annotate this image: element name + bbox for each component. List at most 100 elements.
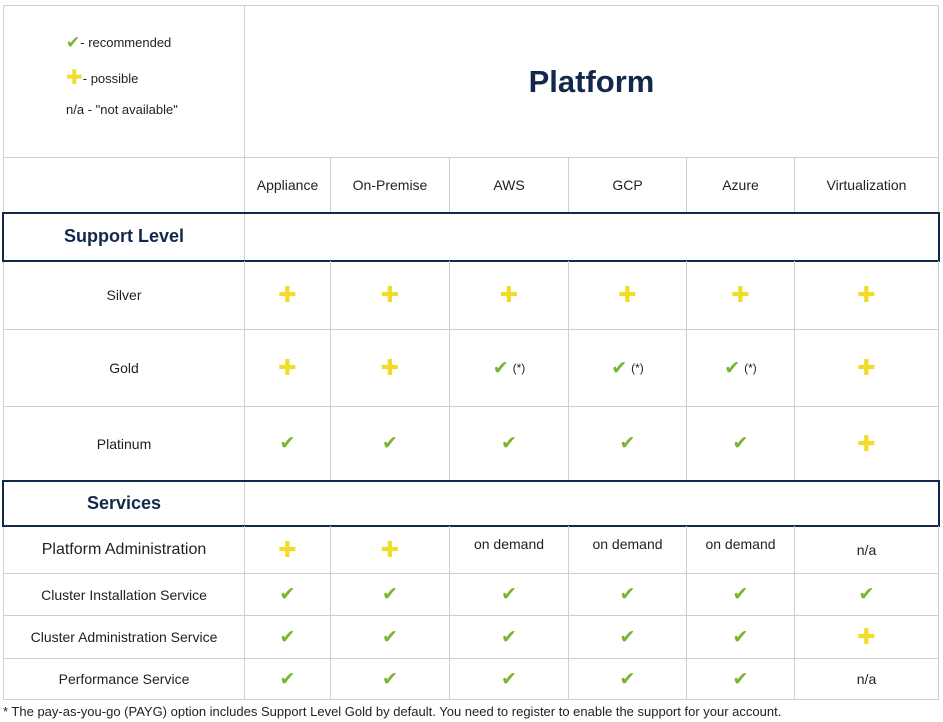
plus-icon: ✚ — [857, 430, 876, 456]
table-cell: ✔ — [569, 616, 687, 659]
table-cell: ✔ — [569, 407, 687, 481]
table-cell: ✔ — [331, 659, 450, 700]
table-cell: ✔ — [687, 574, 795, 616]
check-icon: ✔ — [501, 584, 517, 605]
table-cell: ✔ — [687, 659, 795, 700]
plus-icon: ✚ — [499, 282, 519, 307]
table-cell: ✔ (*) — [450, 330, 569, 407]
table-cell: on demand — [569, 526, 687, 574]
table-cell: ✚ — [331, 526, 450, 574]
table-cell: ✚ — [795, 261, 939, 330]
table-cell: n/a — [795, 526, 939, 574]
table-cell: ✔ — [331, 616, 450, 659]
check-icon: ✔ — [858, 584, 875, 605]
section-outline — [2, 480, 940, 527]
table-cell: ✚ — [331, 330, 450, 407]
table-cell: on demand — [687, 526, 795, 574]
plus-icon: ✚ — [380, 536, 400, 562]
table-cell: ✚ — [245, 261, 331, 330]
plus-icon: ✚ — [857, 355, 876, 380]
on-demand-text: on demand — [473, 536, 545, 552]
column-header-azure: Azure — [687, 158, 795, 213]
check-icon: ✔ — [279, 584, 296, 605]
row-label: Silver — [4, 261, 245, 330]
table-cell: ✔ — [331, 407, 450, 481]
row-label: Gold — [4, 330, 245, 407]
legend-item: ✚ - possible — [66, 68, 138, 88]
check-icon: ✔ — [619, 584, 636, 605]
footnote: * The pay-as-you-go (PAYG) option includ… — [3, 704, 782, 719]
table-cell: ✔ — [245, 407, 331, 481]
check-icon: ✔ — [279, 433, 296, 454]
legend-text: - recommended — [80, 35, 172, 50]
table-cell: ✔ — [569, 659, 687, 700]
asterisk-note: (*) — [744, 361, 757, 375]
check-icon: ✔ — [501, 626, 517, 648]
table-cell: n/a — [795, 659, 939, 700]
column-header-aws: AWS — [450, 158, 569, 213]
not-available-text: n/a — [856, 671, 877, 687]
table-cell: ✚ — [795, 330, 939, 407]
plus-icon: ✚ — [618, 282, 637, 307]
check-icon: ✔ — [611, 357, 628, 379]
section-outline — [2, 212, 940, 262]
check-icon: ✔ — [732, 668, 749, 690]
check-icon: ✔ — [382, 433, 398, 454]
section-label: Services — [86, 492, 162, 513]
check-icon: ✔ — [619, 668, 636, 690]
table-cell: ✚ — [245, 330, 331, 407]
asterisk-note: (*) — [512, 361, 526, 375]
table-cell: ✚ — [795, 616, 939, 659]
check-icon: ✔ — [501, 433, 517, 454]
check-icon: ✔ — [382, 626, 398, 648]
on-demand-text: on demand — [592, 536, 663, 552]
column-header-appliance: Appliance — [245, 158, 331, 213]
table-cell: ✚ — [795, 407, 939, 481]
check-icon: ✔ — [501, 668, 517, 690]
check-icon: ✔ — [724, 357, 741, 379]
check-icon: ✔ — [619, 626, 636, 648]
asterisk-note: (*) — [631, 361, 644, 375]
column-header-gcp: GCP — [569, 158, 687, 213]
table-cell: ✔ — [687, 407, 795, 481]
table-cell: on demand — [450, 526, 569, 574]
table-cell: ✚ — [245, 526, 331, 574]
table-cell: ✔ (*) — [687, 330, 795, 407]
table-cell: ✔ — [450, 574, 569, 616]
check-icon: ✔ — [66, 33, 81, 52]
table-cell: ✚ — [569, 261, 687, 330]
plus-icon: ✚ — [857, 624, 876, 649]
plus-icon: ✚ — [278, 282, 297, 307]
legend-item: n/a - "not available" — [66, 102, 178, 117]
row-label: Platform Administration — [4, 526, 245, 574]
legend-item: ✔ - recommended — [66, 34, 171, 51]
row-label: Performance Service — [4, 659, 245, 700]
check-icon: ✔ — [382, 668, 398, 690]
table-cell: ✔ — [245, 659, 331, 700]
on-demand-text: on demand — [705, 536, 776, 552]
check-icon: ✔ — [732, 626, 749, 648]
table-cell: ✔ — [687, 616, 795, 659]
page-title: Platform — [528, 63, 655, 99]
legend-text: n/a - "not available" — [66, 102, 178, 117]
check-icon: ✔ — [279, 668, 296, 690]
title-cell: Platform — [245, 6, 939, 158]
table-cell: ✔ — [245, 616, 331, 659]
table-cell: ✔ — [795, 574, 939, 616]
table-cell: ✚ — [687, 261, 795, 330]
plus-icon: ✚ — [731, 282, 750, 307]
column-header-blank — [4, 158, 245, 213]
table-cell: ✔ (*) — [569, 330, 687, 407]
section-label: Support Level — [63, 226, 184, 246]
table-cell: ✚ — [450, 261, 569, 330]
column-header-virtualization: Virtualization — [795, 158, 939, 213]
table-cell: ✔ — [331, 574, 450, 616]
check-icon: ✔ — [732, 433, 749, 454]
table-cell: ✔ — [245, 574, 331, 616]
table-cell: ✔ — [450, 616, 569, 659]
table-cell: ✔ — [569, 574, 687, 616]
row-label: Platinum — [4, 407, 245, 481]
check-icon: ✔ — [492, 357, 509, 379]
plus-icon: ✚ — [66, 67, 83, 89]
row-label: Cluster Installation Service — [4, 574, 245, 616]
